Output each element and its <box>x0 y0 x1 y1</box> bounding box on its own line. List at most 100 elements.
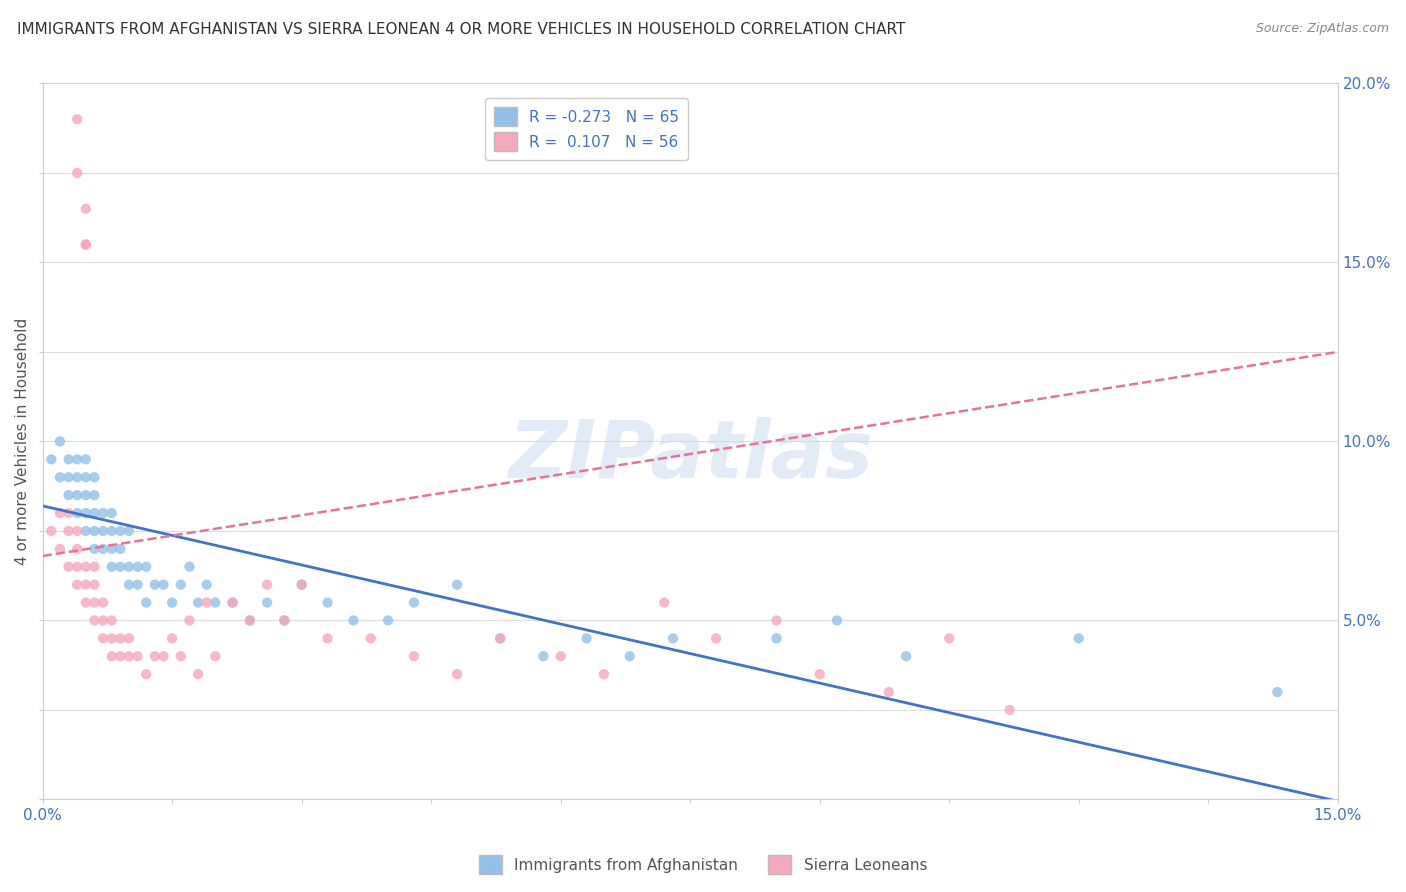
Point <box>49 506 72 520</box>
Point <box>39 452 62 467</box>
Point <box>127 649 149 664</box>
Point <box>58 559 80 574</box>
Point <box>75 506 97 520</box>
Point <box>66 166 89 180</box>
Point <box>825 614 848 628</box>
Point <box>49 541 72 556</box>
Text: IMMIGRANTS FROM AFGHANISTAN VS SIERRA LEONEAN 4 OR MORE VEHICLES IN HOUSEHOLD CO: IMMIGRANTS FROM AFGHANISTAN VS SIERRA LE… <box>17 22 905 37</box>
Point <box>66 541 89 556</box>
Point <box>66 112 89 127</box>
Point <box>239 614 262 628</box>
Point <box>938 632 960 646</box>
Point <box>75 470 97 484</box>
Point <box>58 524 80 538</box>
Text: Source: ZipAtlas.com: Source: ZipAtlas.com <box>1256 22 1389 36</box>
Point <box>256 596 278 610</box>
Point <box>550 649 572 664</box>
Point <box>49 434 72 449</box>
Point <box>662 632 685 646</box>
Point <box>135 559 157 574</box>
Legend: Immigrants from Afghanistan, Sierra Leoneans: Immigrants from Afghanistan, Sierra Leon… <box>472 849 934 880</box>
Point <box>100 524 122 538</box>
Point <box>91 524 114 538</box>
Point <box>118 577 141 591</box>
Point <box>91 506 114 520</box>
Point <box>75 577 97 591</box>
Point <box>110 524 132 538</box>
Point <box>110 559 132 574</box>
Point <box>273 614 295 628</box>
Point <box>170 577 193 591</box>
Point <box>83 488 105 502</box>
Point <box>91 632 114 646</box>
Point <box>49 470 72 484</box>
Point <box>75 202 97 216</box>
Point <box>75 488 97 502</box>
Point <box>652 596 675 610</box>
Point <box>291 577 314 591</box>
Point <box>1265 685 1288 699</box>
Point <box>152 649 174 664</box>
Point <box>100 632 122 646</box>
Point <box>91 596 114 610</box>
Point <box>83 559 105 574</box>
Point <box>195 596 218 610</box>
Point <box>83 596 105 610</box>
Point <box>592 667 614 681</box>
Point <box>66 452 89 467</box>
Point <box>100 559 122 574</box>
Point <box>66 488 89 502</box>
Point <box>619 649 641 664</box>
Point <box>316 632 339 646</box>
Point <box>316 596 339 610</box>
Point <box>75 452 97 467</box>
Point <box>179 559 201 574</box>
Point <box>75 596 97 610</box>
Point <box>239 614 262 628</box>
Point <box>765 614 787 628</box>
Point <box>179 614 201 628</box>
Point <box>360 632 382 646</box>
Point <box>118 649 141 664</box>
Point <box>83 614 105 628</box>
Point <box>143 649 166 664</box>
Point <box>187 596 209 610</box>
Point <box>83 524 105 538</box>
Point <box>894 649 917 664</box>
Point <box>204 649 226 664</box>
Point <box>66 524 89 538</box>
Point <box>160 596 183 610</box>
Point <box>160 632 183 646</box>
Point <box>66 559 89 574</box>
Point <box>110 649 132 664</box>
Point <box>118 524 141 538</box>
Point <box>66 577 89 591</box>
Point <box>83 470 105 484</box>
Point <box>75 237 97 252</box>
Point <box>575 632 598 646</box>
Point <box>446 667 468 681</box>
Point <box>100 506 122 520</box>
Point <box>256 577 278 591</box>
Point <box>127 559 149 574</box>
Point <box>1067 632 1090 646</box>
Point <box>91 614 114 628</box>
Point <box>58 506 80 520</box>
Point <box>291 577 314 591</box>
Point <box>135 667 157 681</box>
Point <box>221 596 243 610</box>
Point <box>100 614 122 628</box>
Point <box>152 577 174 591</box>
Point <box>221 596 243 610</box>
Point <box>377 614 399 628</box>
Point <box>170 649 193 664</box>
Point <box>195 577 218 591</box>
Point <box>75 524 97 538</box>
Point <box>877 685 900 699</box>
Point <box>533 649 555 664</box>
Point <box>127 577 149 591</box>
Text: ZIPatlas: ZIPatlas <box>508 417 873 495</box>
Point <box>58 488 80 502</box>
Point <box>204 596 226 610</box>
Point <box>66 506 89 520</box>
